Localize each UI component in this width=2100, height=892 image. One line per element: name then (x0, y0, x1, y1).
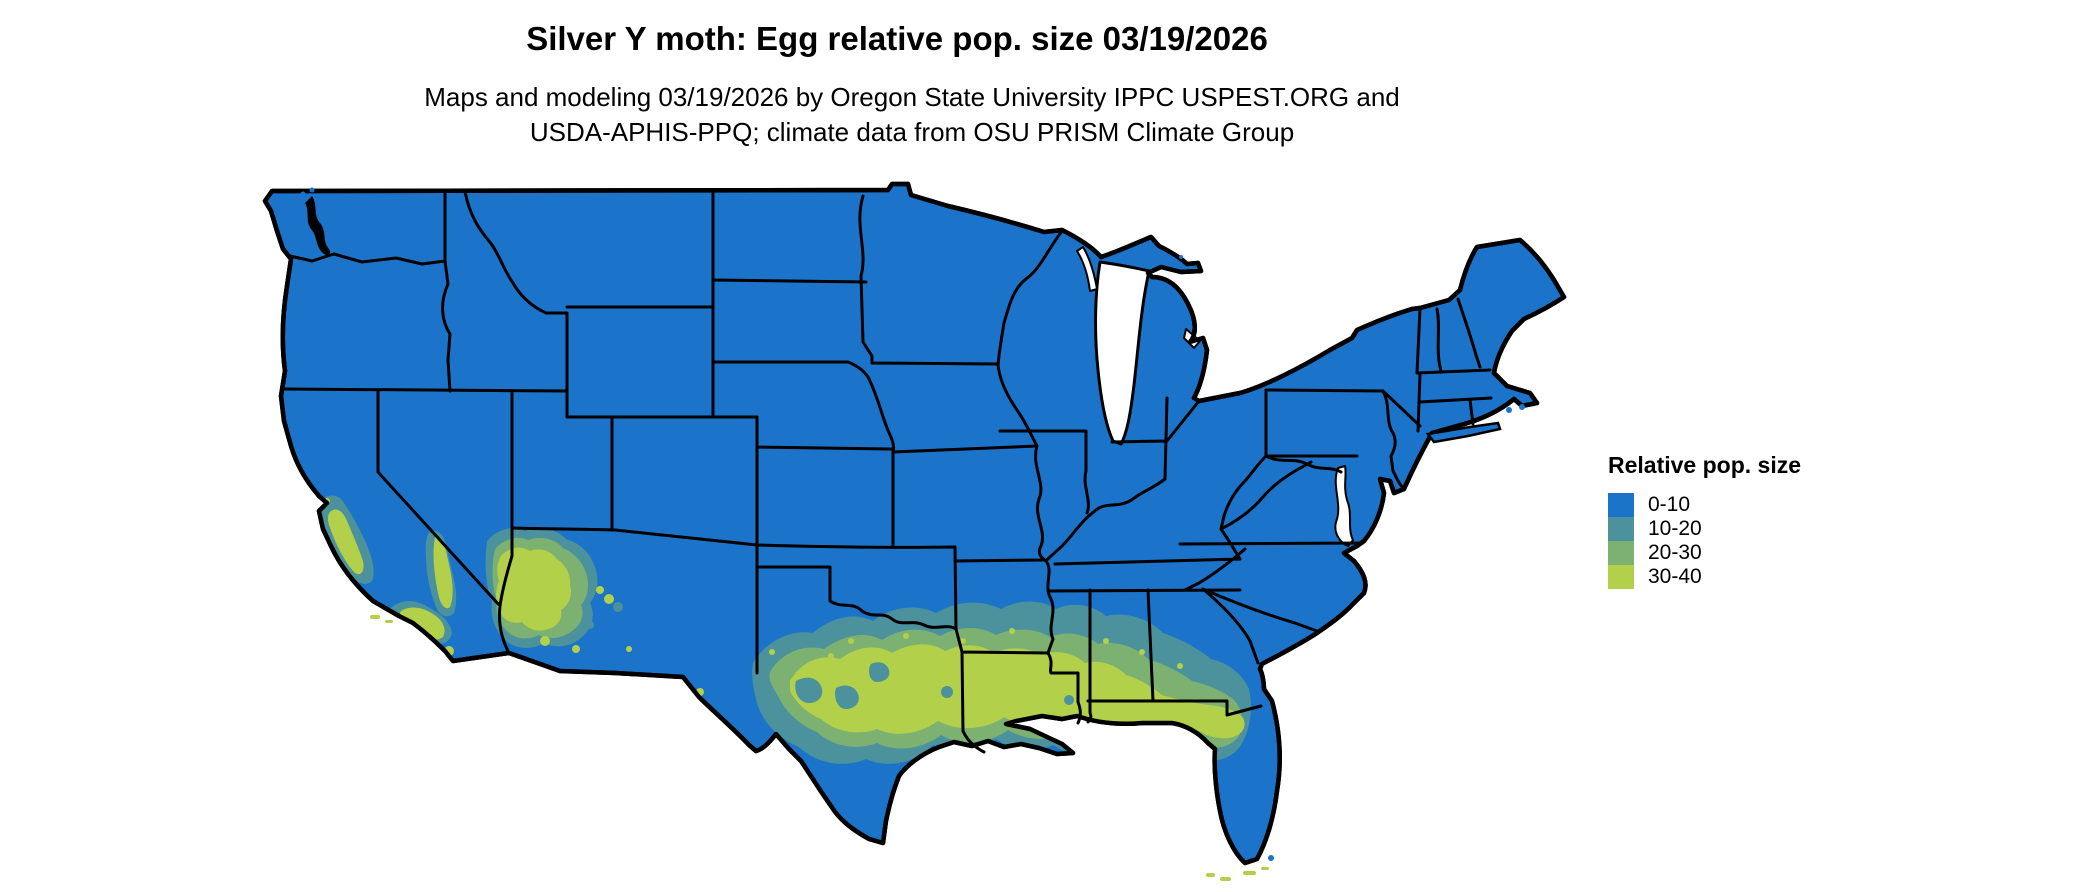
legend-swatch-30-40 (1608, 565, 1634, 589)
legend-title: Relative pop. size (1608, 452, 1802, 478)
legend-row: 20-30 (1608, 541, 1801, 565)
channel-islands (370, 615, 393, 623)
long-island (1425, 421, 1502, 444)
us-map (200, 130, 1580, 892)
legend-swatch-20-30 (1608, 541, 1634, 565)
puget-sound (305, 196, 331, 256)
us-map-svg (200, 130, 1580, 881)
legend: Relative pop. size 0-10 10-20 20-30 30-4… (1608, 452, 1801, 589)
subtitle-line-1: Maps and modeling 03/19/2026 by Oregon S… (424, 82, 1400, 112)
page-title: Silver Y moth: Egg relative pop. size 03… (526, 20, 1268, 57)
florida-keys (1206, 867, 1269, 881)
california-valley-yellow (433, 536, 453, 609)
legend-label: 0-10 (1648, 493, 1691, 516)
legend-swatch-0-10 (1608, 493, 1634, 517)
legend-row: 0-10 (1608, 493, 1801, 517)
legend-label: 20-30 (1648, 541, 1702, 564)
chart-subtitle: Maps and modeling 03/19/2026 by Oregon S… (0, 80, 1824, 150)
arizona-satellite-dots (540, 586, 632, 653)
population-overlay (318, 495, 1251, 766)
chesapeake-bay (1334, 465, 1354, 547)
band-yellow-speckles (769, 628, 1183, 669)
state-borders (282, 190, 1493, 754)
legend-swatch-10-20 (1608, 517, 1634, 541)
california-coast-yellow (327, 509, 364, 575)
band-texture-teal-dot (1064, 695, 1074, 705)
band-texture-teal-dot (941, 686, 953, 698)
offshore-islands (300, 187, 1525, 861)
legend-row: 30-40 (1608, 565, 1801, 589)
subtitle-line-2: USDA-APHIS-PPQ; climate data from OSU PR… (529, 117, 1295, 147)
legend-row: 10-20 (1608, 517, 1801, 541)
legend-label: 10-20 (1648, 517, 1702, 540)
band-texture-teal-pockets (795, 662, 890, 709)
gulf-band-yellow (790, 644, 1245, 739)
green-bay (1076, 246, 1098, 292)
legend-label: 30-40 (1648, 565, 1702, 588)
arizona-patch-yellow (496, 547, 571, 631)
